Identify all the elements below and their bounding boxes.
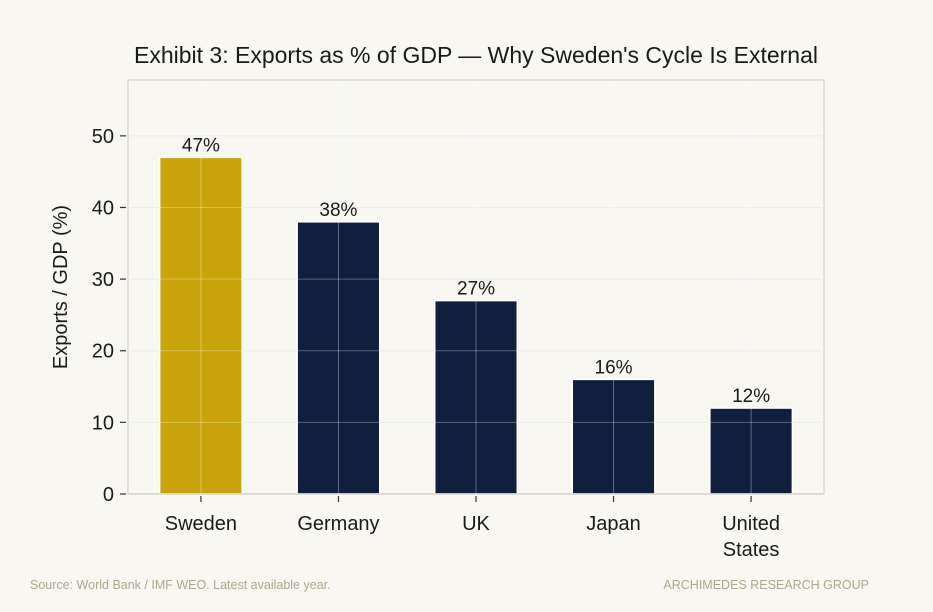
bar-germany <box>296 221 381 495</box>
x-tick-label: United States <box>722 513 780 561</box>
y-tick-label: 10 <box>92 412 114 434</box>
y-axis-label: Exports / GDP (%) <box>50 205 72 369</box>
chart-title: Exhibit 3: Exports as % of GDP — Why Swe… <box>134 42 818 68</box>
bar-uk <box>433 299 519 495</box>
y-tick-label: 20 <box>92 341 114 363</box>
bar-japan <box>571 378 656 495</box>
footer-brand: ARCHIMEDES RESEARCH GROUP <box>663 578 869 592</box>
y-tick-label: 50 <box>92 126 114 148</box>
data-label: 27% <box>457 279 495 300</box>
x-tick-label: UK <box>462 513 490 535</box>
data-label: 16% <box>595 357 633 378</box>
data-label: 47% <box>182 135 220 156</box>
data-label: 38% <box>319 200 357 221</box>
data-label: 12% <box>732 386 770 407</box>
bar-sweden <box>158 156 243 495</box>
y-tick-label: 40 <box>92 197 114 219</box>
y-tick-label: 30 <box>92 269 114 291</box>
footer-source: Source: World Bank / IMF WEO. Latest ava… <box>30 578 331 592</box>
x-tick-label: Germany <box>297 513 379 535</box>
x-tick-label: Japan <box>586 513 641 535</box>
y-tick-label: 0 <box>103 484 114 506</box>
bar-united-states <box>709 407 794 495</box>
x-tick-label: Sweden <box>165 513 237 535</box>
